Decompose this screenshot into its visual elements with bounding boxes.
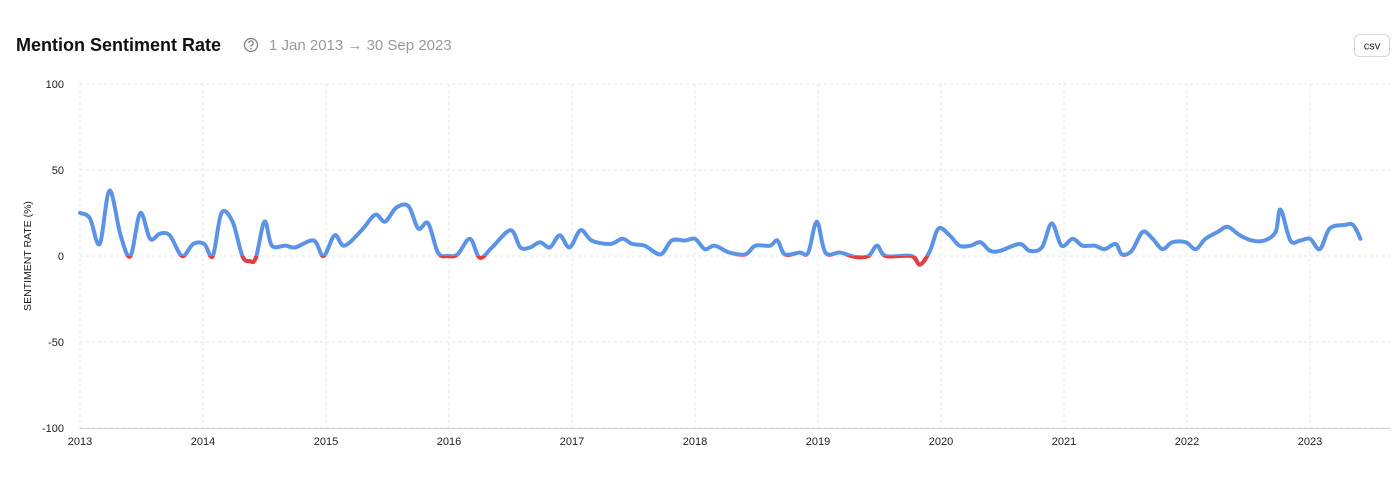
x-tick-label: 2021 [1052,436,1076,448]
y-tick-label: 50 [52,165,64,177]
x-tick-label: 2018 [683,436,707,448]
plot-area: 100 50 0 -50 -100 2013 2014 2015 2016 2017 2018 201… [42,79,1390,448]
help-icon[interactable] [243,37,259,53]
csv-button-label[interactable]: csv [1364,41,1381,53]
chart-subtitle: 1 Jan 2013 → 30 Sep 2023 [269,37,452,54]
x-tick-label: 2019 [806,436,830,448]
x-tick-label: 2015 [314,436,338,448]
y-tick-label: 0 [58,251,64,263]
y-tick-label: -100 [42,423,64,435]
y-tick-label: -50 [48,337,64,349]
x-tick-label: 2013 [68,436,92,448]
x-tick-label: 2023 [1298,436,1322,448]
y-axis-label: SENTIMENT RATE (%) [22,201,34,311]
sentiment-line [78,188,1363,267]
x-tick-label: 2014 [191,436,215,448]
x-tick-label: 2020 [929,436,953,448]
x-tick-label: 2022 [1175,436,1199,448]
sentiment-line-negative [125,256,1128,267]
x-tick-label: 2017 [560,436,584,448]
chart-title: Mention Sentiment Rate [16,35,221,55]
csv-button[interactable]: csv [1354,34,1390,57]
y-tick-label: 100 [46,79,64,91]
x-tick-label: 2016 [437,436,461,448]
